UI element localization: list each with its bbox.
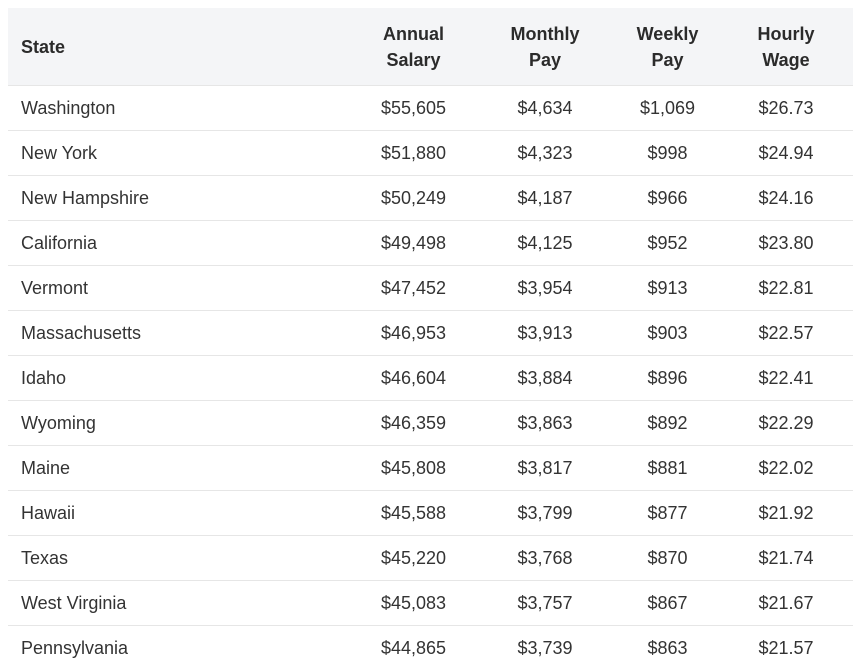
table-row: Vermont $47,452 $3,954 $913 $22.81 [8,266,853,311]
cell-weekly-pay: $913 [616,266,719,311]
cell-annual-salary: $45,083 [353,581,474,626]
cell-annual-salary: $45,808 [353,446,474,491]
cell-weekly-pay: $998 [616,131,719,176]
cell-hourly-wage: $21.74 [719,536,853,581]
salary-table-container: State Annual Salary Monthly Pay Weekly P… [8,8,853,670]
cell-hourly-wage: $24.94 [719,131,853,176]
cell-weekly-pay: $903 [616,311,719,356]
header-annual-salary[interactable]: Annual Salary [353,8,474,86]
cell-monthly-pay: $3,739 [474,626,616,670]
header-monthly-pay[interactable]: Monthly Pay [474,8,616,86]
cell-state: Maine [8,446,353,491]
header-monthly-pay-line1: Monthly [474,21,616,47]
table-row: West Virginia $45,083 $3,757 $867 $21.67 [8,581,853,626]
cell-state: California [8,221,353,266]
cell-state: Pennsylvania [8,626,353,670]
cell-weekly-pay: $952 [616,221,719,266]
cell-hourly-wage: $22.81 [719,266,853,311]
cell-annual-salary: $47,452 [353,266,474,311]
cell-hourly-wage: $22.57 [719,311,853,356]
cell-hourly-wage: $21.92 [719,491,853,536]
table-row: Idaho $46,604 $3,884 $896 $22.41 [8,356,853,401]
cell-state: Massachusetts [8,311,353,356]
cell-hourly-wage: $22.29 [719,401,853,446]
cell-state: Washington [8,86,353,131]
cell-monthly-pay: $4,187 [474,176,616,221]
table-header: State Annual Salary Monthly Pay Weekly P… [8,8,853,86]
cell-monthly-pay: $3,799 [474,491,616,536]
cell-annual-salary: $46,359 [353,401,474,446]
header-weekly-pay[interactable]: Weekly Pay [616,8,719,86]
table-row: Pennsylvania $44,865 $3,739 $863 $21.57 [8,626,853,670]
cell-monthly-pay: $3,884 [474,356,616,401]
cell-weekly-pay: $863 [616,626,719,670]
cell-hourly-wage: $26.73 [719,86,853,131]
cell-hourly-wage: $21.67 [719,581,853,626]
cell-monthly-pay: $3,817 [474,446,616,491]
cell-hourly-wage: $23.80 [719,221,853,266]
cell-annual-salary: $45,588 [353,491,474,536]
cell-state: New York [8,131,353,176]
cell-state: Wyoming [8,401,353,446]
header-state[interactable]: State [8,8,353,86]
cell-monthly-pay: $3,863 [474,401,616,446]
cell-weekly-pay: $892 [616,401,719,446]
cell-monthly-pay: $4,125 [474,221,616,266]
header-hourly-wage[interactable]: Hourly Wage [719,8,853,86]
cell-annual-salary: $45,220 [353,536,474,581]
table-row: New Hampshire $50,249 $4,187 $966 $24.16 [8,176,853,221]
header-annual-salary-line1: Annual [353,21,474,47]
cell-state: Idaho [8,356,353,401]
cell-annual-salary: $49,498 [353,221,474,266]
header-weekly-pay-line2: Pay [616,47,719,73]
cell-monthly-pay: $3,913 [474,311,616,356]
cell-weekly-pay: $870 [616,536,719,581]
cell-state: Hawaii [8,491,353,536]
cell-weekly-pay: $877 [616,491,719,536]
cell-monthly-pay: $3,757 [474,581,616,626]
cell-state: Texas [8,536,353,581]
cell-monthly-pay: $3,954 [474,266,616,311]
header-hourly-wage-line1: Hourly [719,21,853,47]
cell-annual-salary: $50,249 [353,176,474,221]
cell-weekly-pay: $1,069 [616,86,719,131]
header-hourly-wage-line2: Wage [719,47,853,73]
header-weekly-pay-line1: Weekly [616,21,719,47]
table-row: Maine $45,808 $3,817 $881 $22.02 [8,446,853,491]
salary-by-state-table: State Annual Salary Monthly Pay Weekly P… [8,8,853,670]
cell-monthly-pay: $4,634 [474,86,616,131]
cell-weekly-pay: $966 [616,176,719,221]
cell-state: New Hampshire [8,176,353,221]
cell-annual-salary: $51,880 [353,131,474,176]
table-row: Hawaii $45,588 $3,799 $877 $21.92 [8,491,853,536]
cell-weekly-pay: $896 [616,356,719,401]
cell-state: Vermont [8,266,353,311]
cell-annual-salary: $44,865 [353,626,474,670]
cell-annual-salary: $55,605 [353,86,474,131]
header-annual-salary-line2: Salary [353,47,474,73]
table-row: New York $51,880 $4,323 $998 $24.94 [8,131,853,176]
table-row: Washington $55,605 $4,634 $1,069 $26.73 [8,86,853,131]
cell-weekly-pay: $881 [616,446,719,491]
cell-hourly-wage: $21.57 [719,626,853,670]
header-monthly-pay-line2: Pay [474,47,616,73]
table-row: Texas $45,220 $3,768 $870 $21.74 [8,536,853,581]
table-row: Massachusetts $46,953 $3,913 $903 $22.57 [8,311,853,356]
table-row: Wyoming $46,359 $3,863 $892 $22.29 [8,401,853,446]
cell-hourly-wage: $24.16 [719,176,853,221]
cell-hourly-wage: $22.41 [719,356,853,401]
cell-state: West Virginia [8,581,353,626]
cell-weekly-pay: $867 [616,581,719,626]
header-row: State Annual Salary Monthly Pay Weekly P… [8,8,853,86]
cell-annual-salary: $46,604 [353,356,474,401]
cell-hourly-wage: $22.02 [719,446,853,491]
cell-annual-salary: $46,953 [353,311,474,356]
table-row: California $49,498 $4,125 $952 $23.80 [8,221,853,266]
cell-monthly-pay: $4,323 [474,131,616,176]
cell-monthly-pay: $3,768 [474,536,616,581]
table-body: Washington $55,605 $4,634 $1,069 $26.73 … [8,86,853,670]
